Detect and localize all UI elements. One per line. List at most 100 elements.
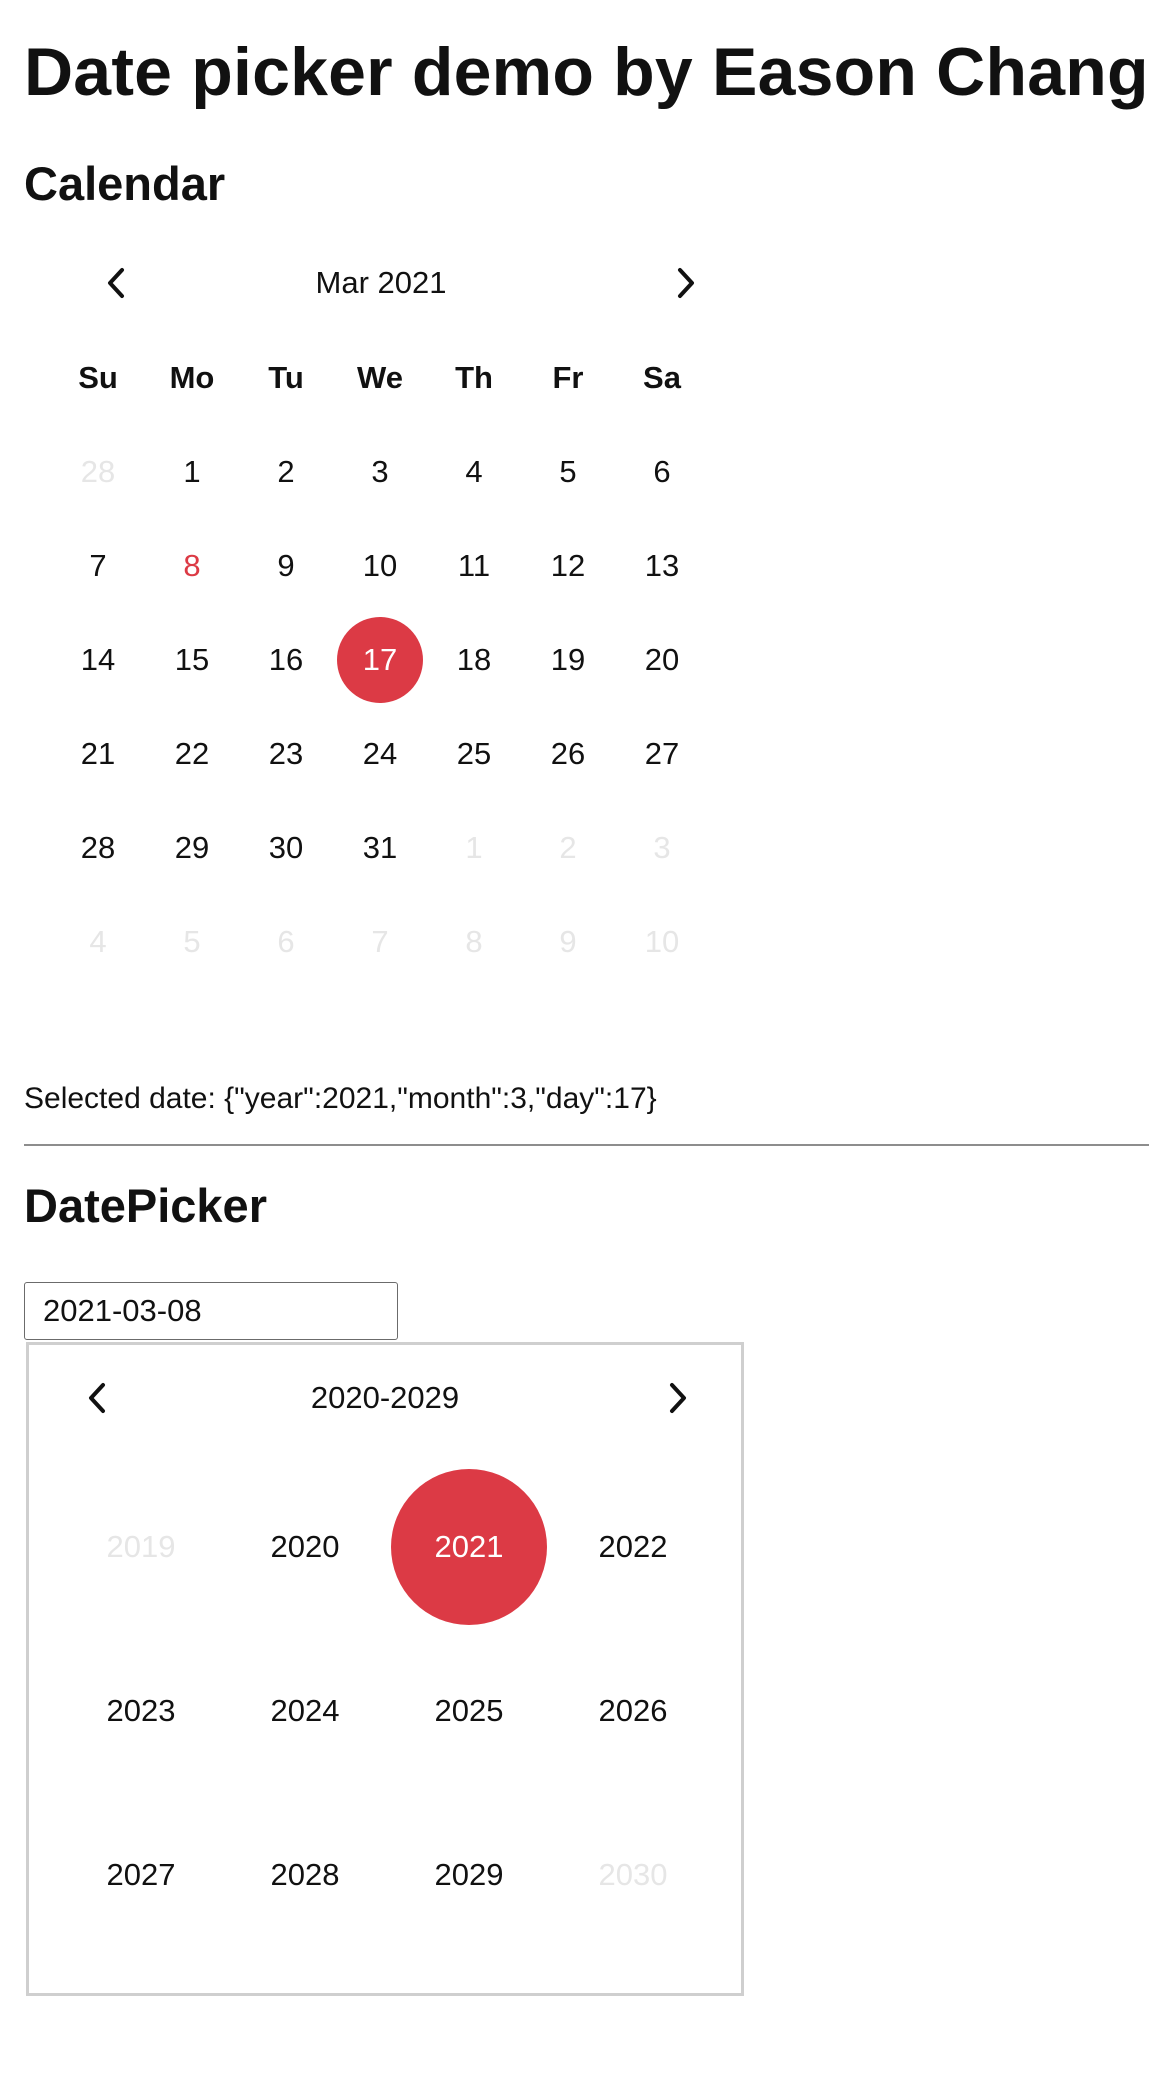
- calendar-day[interactable]: 14: [51, 613, 145, 707]
- calendar-day[interactable]: 2: [239, 425, 333, 519]
- calendar-day[interactable]: 2: [521, 801, 615, 895]
- calendar-day-label: 16: [268, 642, 304, 677]
- year-cell[interactable]: 2025: [387, 1629, 551, 1793]
- year-label: 2022: [598, 1529, 668, 1564]
- year-cell[interactable]: 2019: [59, 1465, 223, 1629]
- calendar-day[interactable]: 24: [333, 707, 427, 801]
- calendar-day[interactable]: 29: [145, 801, 239, 895]
- year-label: 2027: [106, 1857, 176, 1892]
- calendar-day[interactable]: 12: [521, 519, 615, 613]
- calendar-day[interactable]: 9: [521, 895, 615, 989]
- calendar-day-label: 8: [465, 924, 483, 959]
- divider: [24, 1144, 1149, 1146]
- calendar: Mar 2021 Su Mo Tu We Th Fr Sa 28 1 2 3 4 5 6 7 8 9 10 11 12…: [51, 240, 711, 989]
- calendar-day[interactable]: 19: [521, 613, 615, 707]
- datepicker-next-decade-button[interactable]: [653, 1373, 703, 1423]
- calendar-day[interactable]: 8: [427, 895, 521, 989]
- calendar-day[interactable]: 31: [333, 801, 427, 895]
- year-label: 2028: [270, 1857, 340, 1892]
- calendar-day[interactable]: 25: [427, 707, 521, 801]
- year-cell[interactable]: 2029: [387, 1793, 551, 1957]
- calendar-day-label: 15: [174, 642, 210, 677]
- calendar-day-label: 11: [457, 548, 491, 583]
- calendar-day[interactable]: 11: [427, 519, 521, 613]
- calendar-day-label: 10: [362, 548, 398, 583]
- calendar-day[interactable]: 27: [615, 707, 709, 801]
- calendar-day[interactable]: 1: [145, 425, 239, 519]
- calendar-section-title: Calendar: [24, 157, 226, 210]
- calendar-day[interactable]: 3: [333, 425, 427, 519]
- datepicker-popup: 2020-2029 2019 2020 2021 2022 2023 2024 2025 20…: [26, 1342, 744, 1996]
- calendar-day-label: 2: [277, 454, 295, 489]
- calendar-day-selected[interactable]: 17: [333, 613, 427, 707]
- calendar-day-today[interactable]: 8: [145, 519, 239, 613]
- calendar-day[interactable]: 20: [615, 613, 709, 707]
- calendar-day[interactable]: 5: [521, 425, 615, 519]
- calendar-month-label[interactable]: Mar 2021: [315, 265, 447, 300]
- calendar-day-label: 12: [550, 548, 586, 583]
- calendar-day-label: 17: [337, 617, 423, 703]
- calendar-day[interactable]: 15: [145, 613, 239, 707]
- calendar-day-label: 4: [465, 454, 483, 489]
- year-label: 2020: [270, 1529, 340, 1564]
- calendar-day[interactable]: 22: [145, 707, 239, 801]
- weekday-header: Th: [455, 359, 493, 395]
- calendar-day[interactable]: 10: [615, 895, 709, 989]
- calendar-day[interactable]: 18: [427, 613, 521, 707]
- calendar-day-label: 8: [183, 548, 201, 583]
- weekday-header: Mo: [169, 359, 215, 395]
- year-cell[interactable]: 2027: [59, 1793, 223, 1957]
- calendar-day[interactable]: 7: [333, 895, 427, 989]
- calendar-day[interactable]: 5: [145, 895, 239, 989]
- calendar-next-month-button[interactable]: [661, 258, 711, 308]
- calendar-day[interactable]: 4: [51, 895, 145, 989]
- year-cell-selected[interactable]: 2021: [387, 1465, 551, 1629]
- calendar-day-label: 21: [80, 736, 116, 771]
- calendar-day-label: 4: [89, 924, 107, 959]
- weekday-header: Fr: [552, 359, 584, 395]
- selected-date-text: Selected date: {"year":2021,"month":3,"d…: [24, 1082, 657, 1115]
- calendar-day[interactable]: 6: [615, 425, 709, 519]
- calendar-day[interactable]: 10: [333, 519, 427, 613]
- calendar-day[interactable]: 3: [615, 801, 709, 895]
- calendar-day-label: 28: [80, 454, 116, 489]
- calendar-day-label: 14: [80, 642, 116, 677]
- calendar-day[interactable]: 26: [521, 707, 615, 801]
- calendar-day-label: 24: [362, 736, 398, 771]
- calendar-day-label: 5: [183, 924, 201, 959]
- datepicker-section-title: DatePicker: [24, 1179, 267, 1232]
- calendar-day[interactable]: 7: [51, 519, 145, 613]
- year-cell[interactable]: 2030: [551, 1793, 715, 1957]
- calendar-day-label: 1: [465, 830, 483, 865]
- date-input[interactable]: [24, 1282, 398, 1340]
- calendar-nav: Mar 2021: [51, 240, 711, 330]
- weekday-header: Sa: [643, 359, 681, 395]
- year-cell[interactable]: 2020: [223, 1465, 387, 1629]
- calendar-day[interactable]: 23: [239, 707, 333, 801]
- calendar-day[interactable]: 13: [615, 519, 709, 613]
- year-cell[interactable]: 2022: [551, 1465, 715, 1629]
- year-label: 2029: [434, 1857, 504, 1892]
- calendar-day[interactable]: 4: [427, 425, 521, 519]
- year-cell[interactable]: 2023: [59, 1629, 223, 1793]
- calendar-day[interactable]: 9: [239, 519, 333, 613]
- calendar-day-label: 22: [174, 736, 210, 771]
- datepicker-prev-decade-button[interactable]: [72, 1373, 122, 1423]
- calendar-day[interactable]: 28: [51, 801, 145, 895]
- calendar-day[interactable]: 16: [239, 613, 333, 707]
- datepicker-decade-label[interactable]: 2020-2029: [310, 1380, 460, 1415]
- year-cell[interactable]: 2026: [551, 1629, 715, 1793]
- calendar-day[interactable]: 6: [239, 895, 333, 989]
- calendar-day[interactable]: 30: [239, 801, 333, 895]
- calendar-day[interactable]: 21: [51, 707, 145, 801]
- page-title: Date picker demo by Eason Chang: [24, 34, 1149, 110]
- chevron-right-icon: [670, 1383, 686, 1413]
- calendar-day[interactable]: 28: [51, 425, 145, 519]
- calendar-day[interactable]: 1: [427, 801, 521, 895]
- year-cell[interactable]: 2028: [223, 1793, 387, 1957]
- calendar-day-label: 6: [277, 924, 295, 959]
- calendar-prev-month-button[interactable]: [91, 258, 141, 308]
- calendar-day-label: 30: [268, 830, 304, 865]
- year-cell[interactable]: 2024: [223, 1629, 387, 1793]
- calendar-day-label: 23: [268, 736, 304, 771]
